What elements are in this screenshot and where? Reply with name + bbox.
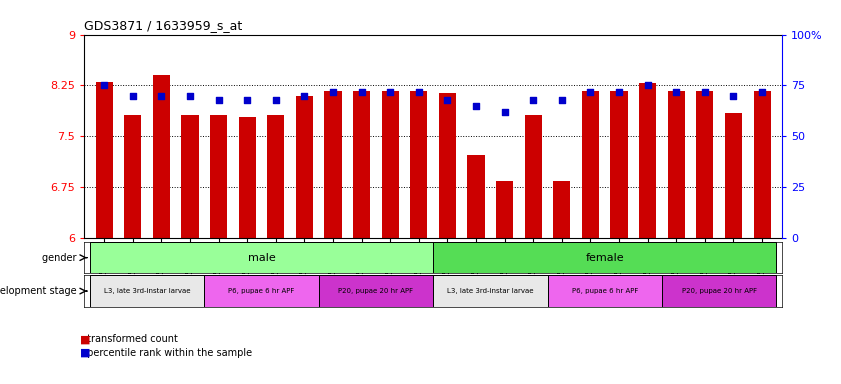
Bar xyxy=(611,91,627,238)
Text: percentile rank within the sample: percentile rank within the sample xyxy=(84,348,252,358)
Bar xyxy=(553,181,570,238)
Text: male: male xyxy=(247,253,275,263)
Point xyxy=(441,97,454,103)
Point xyxy=(498,109,511,115)
Point xyxy=(669,88,683,94)
Bar xyxy=(382,91,399,238)
Point xyxy=(383,88,397,94)
Bar xyxy=(433,275,547,307)
Bar xyxy=(433,242,776,273)
Point xyxy=(269,97,283,103)
Bar xyxy=(496,181,513,238)
Bar xyxy=(525,114,542,238)
Point xyxy=(326,88,340,94)
Text: ■: ■ xyxy=(80,348,90,358)
Point xyxy=(555,97,569,103)
Bar xyxy=(468,155,484,238)
Bar xyxy=(182,114,198,238)
Bar xyxy=(210,114,227,238)
Bar xyxy=(296,96,313,238)
Text: ■: ■ xyxy=(80,334,90,344)
Point xyxy=(412,88,426,94)
Point xyxy=(698,88,711,94)
Point xyxy=(155,93,168,99)
Bar xyxy=(639,83,656,238)
Point xyxy=(212,97,225,103)
Text: female: female xyxy=(585,253,624,263)
Text: gender: gender xyxy=(42,253,80,263)
Point xyxy=(298,93,311,99)
Point xyxy=(98,83,111,89)
Point xyxy=(241,97,254,103)
Bar xyxy=(353,91,370,238)
Bar xyxy=(239,118,256,238)
Point xyxy=(755,88,769,94)
Text: L3, late 3rd-instar larvae: L3, late 3rd-instar larvae xyxy=(447,288,533,294)
Bar xyxy=(410,91,427,238)
Bar xyxy=(325,91,341,238)
Point xyxy=(355,88,368,94)
Text: transformed count: transformed count xyxy=(84,334,178,344)
Text: development stage: development stage xyxy=(0,286,80,296)
Point xyxy=(469,103,483,109)
Point xyxy=(126,93,140,99)
Bar xyxy=(204,275,319,307)
Bar xyxy=(267,114,284,238)
Text: P6, pupae 6 hr APF: P6, pupae 6 hr APF xyxy=(228,288,294,294)
Text: P20, pupae 20 hr APF: P20, pupae 20 hr APF xyxy=(681,288,757,294)
Point xyxy=(727,93,740,99)
Bar xyxy=(725,113,742,238)
Point xyxy=(612,88,626,94)
Point xyxy=(526,97,540,103)
Bar xyxy=(696,91,713,238)
Text: L3, late 3rd-instar larvae: L3, late 3rd-instar larvae xyxy=(103,288,190,294)
Bar xyxy=(439,93,456,238)
Bar xyxy=(662,275,776,307)
Bar xyxy=(754,91,770,238)
Bar xyxy=(90,275,204,307)
Point xyxy=(584,88,597,94)
Bar xyxy=(319,275,433,307)
Point xyxy=(183,93,197,99)
Bar xyxy=(668,91,685,238)
Text: P20, pupae 20 hr APF: P20, pupae 20 hr APF xyxy=(338,288,414,294)
Bar xyxy=(90,242,433,273)
Bar xyxy=(124,114,141,238)
Bar xyxy=(547,275,662,307)
Text: GDS3871 / 1633959_s_at: GDS3871 / 1633959_s_at xyxy=(84,19,242,32)
Bar xyxy=(96,82,113,238)
Text: P6, pupae 6 hr APF: P6, pupae 6 hr APF xyxy=(572,288,638,294)
Bar xyxy=(153,75,170,238)
Bar xyxy=(582,91,599,238)
Point xyxy=(641,83,654,89)
